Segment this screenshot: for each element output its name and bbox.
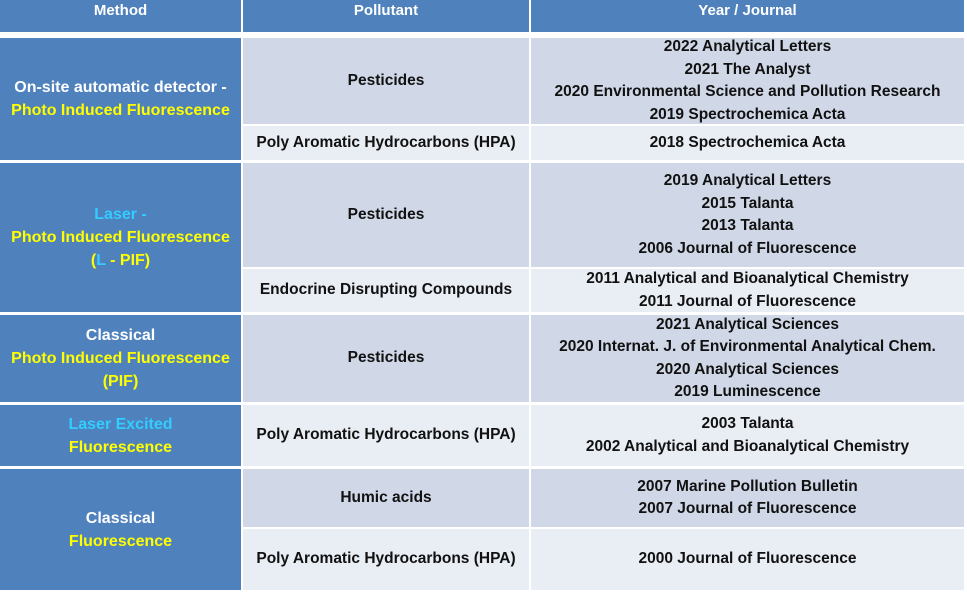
pollutant-cell: Poly Aromatic Hydrocarbons (HPA) [243,405,529,466]
pollutant-label: Pesticides [347,349,425,367]
year-journal-cell: 2007 Marine Pollution Bulletin 2007 Jour… [531,469,964,527]
method-label: Fluorescence [68,438,173,456]
year-journal-cell: 2019 Analytical Letters 2015 Talanta 201… [531,163,964,267]
method-cell-onsite-pif: On-site automatic detector - Photo Induc… [0,38,241,160]
year-journal-entry: 2000 Journal of Fluorescence [638,550,857,568]
header-method: Method [0,0,241,32]
year-journal-entry: 2019 Spectrochemica Acta [649,105,846,123]
year-journal-entry: 2007 Marine Pollution Bulletin [637,477,858,495]
pollutant-label: Poly Aromatic Hydrocarbons (HPA) [256,550,516,568]
year-journal-entry: 2019 Luminescence [674,383,821,400]
pollutant-cell: Humic acids [243,469,529,527]
method-label-part: - PIF [105,252,145,269]
method-label: (PIF) [102,373,139,390]
pollutant-cell: Poly Aromatic Hydrocarbons (HPA) [243,126,529,160]
year-journal-cell: 2021 Analytical Sciences 2020 Internat. … [531,315,964,402]
year-journal-entry: 2003 Talanta [701,415,794,432]
year-journal-entry: 2020 Environmental Science and Pollution… [554,83,941,100]
pollutant-label: Endocrine Disrupting Compounds [259,281,513,299]
pollutant-cell: Poly Aromatic Hydrocarbons (HPA) [243,529,529,590]
method-label: Classical [85,327,156,344]
year-journal-entry: 2011 Analytical and Bioanalytical Chemis… [586,270,909,287]
pollutant-cell: Pesticides [243,315,529,402]
method-cell-laser-excited: Laser Excited Fluorescence [0,405,241,466]
pollutant-label: Poly Aromatic Hydrocarbons (HPA) [256,426,516,444]
pollutant-cell: Endocrine Disrupting Compounds [243,269,529,312]
year-journal-entry: 2011 Journal of Fluorescence [638,292,857,310]
method-label: Photo Induced Fluorescence [11,102,230,119]
method-cell-laser-pif: Laser - Photo Induced Fluorescence (L - … [0,163,241,312]
header-pollutant: Pollutant [243,0,529,32]
method-cell-classical-pif: Classical Photo Induced Fluorescence (PI… [0,315,241,402]
method-label: Photo Induced Fluorescence [11,229,230,246]
year-journal-entry: 2021 Analytical Sciences [656,315,839,333]
pollutant-label: Pesticides [347,71,425,89]
year-journal-cell: 2022 Analytical Letters 2021 The Analyst… [531,38,964,124]
method-label-abbrev: (L - PIF) [91,249,150,272]
year-journal-cell: 2011 Analytical and Bioanalytical Chemis… [531,269,964,312]
method-label: Laser Excited [68,415,173,433]
year-journal-entry: 2021 The Analyst [684,60,811,78]
pollutant-cell: Pesticides [243,163,529,267]
header-method-label: Method [93,2,148,19]
year-journal-cell: 2018 Spectrochemica Acta [531,126,964,160]
pollutant-label: Poly Aromatic Hydrocarbons (HPA) [256,133,516,151]
method-label-part: L [96,252,106,269]
year-journal-entry: 2002 Analytical and Bioanalytical Chemis… [585,437,910,455]
year-journal-entry: 2020 Internat. J. of Environmental Analy… [559,338,936,355]
year-journal-entry: 2022 Analytical Letters [663,38,832,55]
year-journal-entry: 2019 Analytical Letters [663,172,832,189]
method-label-part: ( [90,252,97,269]
header-pollutant-label: Pollutant [353,2,419,19]
pollutant-label: Humic acids [340,488,432,506]
year-journal-entry: 2015 Talanta [701,194,794,212]
year-journal-cell: 2003 Talanta 2002 Analytical and Bioanal… [531,405,964,466]
year-journal-entry: 2018 Spectrochemica Acta [649,133,846,151]
method-label: Laser - [94,206,147,223]
pollutant-cell: Pesticides [243,38,529,124]
header-year-journal: Year / Journal [531,0,964,32]
year-journal-entry: 2020 Analytical Sciences [656,360,839,378]
year-journal-entry: 2006 Journal of Fluorescence [638,239,857,257]
method-label: Classical [85,509,156,527]
method-cell-classical-fluorescence: Classical Fluorescence [0,469,241,590]
year-journal-entry: 2007 Journal of Fluorescence [638,500,857,517]
header-year-journal-label: Year / Journal [698,2,797,19]
method-label: Fluorescence [68,532,173,550]
year-journal-cell: 2000 Journal of Fluorescence [531,529,964,590]
pollutant-label: Pesticides [347,205,425,223]
method-label: On-site automatic detector - [14,79,227,96]
method-label-part: ) [144,252,151,269]
year-journal-entry: 2013 Talanta [701,217,794,234]
method-label: Photo Induced Fluorescence [11,350,230,367]
